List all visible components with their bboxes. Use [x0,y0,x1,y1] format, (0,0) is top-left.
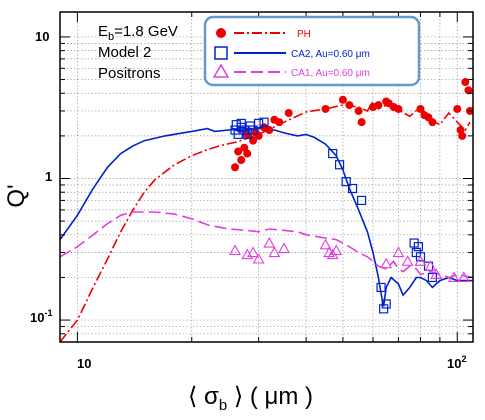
data-point-ca1 [229,244,241,256]
data-point-ph [464,86,473,95]
data-point-ca1 [448,271,460,283]
legend-label-ca1: CA1, Au=0.60 μm [291,68,370,79]
data-point-ph [254,131,263,140]
data-point-ca1 [457,271,470,283]
annotation-e-rest: =1.8 GeV [114,23,178,40]
annotation-model: Model 2 [98,44,151,61]
data-point-ca2 [328,148,338,159]
data-point-ph [284,109,293,118]
data-point-ph [354,106,363,115]
legend-marker-ca2 [214,46,228,60]
annotation-e: E [98,23,108,40]
legend-marker-ca1 [212,63,230,78]
data-point-ca2 [334,160,345,170]
data-point-ca2 [248,125,258,135]
y-tick-label-0.1: 10-1 [30,308,52,325]
data-point-ph [394,104,403,113]
legend-label-ph: PH [297,29,311,40]
data-point-ca1 [278,242,291,254]
y-axis-title-prime: ' [3,184,30,189]
data-point-ca2 [236,118,246,129]
x-axis-title: ⟨ σb ⟩ ( μm ) [188,383,313,414]
data-point-ph [428,118,437,127]
data-point-ph [265,126,274,135]
data-point-ca1 [424,260,437,271]
series-markers [229,78,473,314]
annotation-e-sub: b [108,31,114,43]
data-point-ca1 [268,246,281,258]
data-point-ca2 [413,242,423,252]
data-point-ph [416,104,425,113]
data-point-ca1 [319,238,332,250]
data-point-ca2 [376,282,386,293]
data-point-ca2 [259,117,269,127]
legend-label-ca2: CA2, Au=0.60 μm [291,49,370,60]
data-point-ca1 [247,246,259,258]
data-point-ca2 [415,252,426,262]
data-point-ca1 [380,257,393,269]
data-point-ca2 [379,304,389,314]
series-line-1 [60,127,473,307]
data-point-ca1 [330,244,343,256]
data-point-ca2 [357,195,367,206]
data-point-ca2 [381,299,391,309]
data-point-ca2 [231,120,241,130]
x-tick-label-100-exponent: 2 [461,354,466,364]
data-point-ph [458,131,467,140]
data-point-ca1 [401,255,414,266]
data-point-ca2 [254,118,264,129]
data-point-ca1 [252,252,265,264]
y-tick-label-0.1-base: 10 [30,310,44,325]
y-axis-title: Q' [3,184,30,207]
data-point-ph [345,101,354,110]
data-point-ca2 [347,183,358,194]
data-point-ca1 [263,236,276,248]
data-point-ph [243,149,252,158]
data-point-ph [461,78,470,87]
data-point-ca1 [430,268,443,280]
data-point-ca2 [341,177,351,187]
series-line-0 [60,100,471,342]
legend: PH CA2, Au=0.60 μm CA1, Au=0.60 μm [203,15,421,87]
y-axis-title-main: Q [3,189,30,208]
x-tick-label-100-base: 10 [447,356,461,371]
data-point-ph [234,147,243,156]
data-point-ca1 [392,246,405,258]
x-axis-title-sub: b [219,397,227,414]
data-point-ph [453,104,462,113]
data-point-ph [374,101,383,110]
data-point-ph [231,163,240,172]
legend-marker-ph [216,28,226,38]
x-axis-title-left: ⟨ σ [188,383,219,410]
data-point-ph [338,95,347,104]
data-point-ph [357,118,366,127]
y-tick-label-0.1-exponent: -1 [44,308,52,318]
x-tick-label-10: 10 [77,356,91,371]
data-point-ca1 [414,255,427,266]
y-tick-label-1: 1 [45,169,52,184]
annotation-beam-energy: Eb=1.8 GeV [98,23,178,43]
y-tick-label-10: 10 [35,29,49,44]
data-point-ph [321,104,330,113]
x-axis-title-right: ⟩ ( μm ) [227,383,313,410]
x-tick-label-100: 102 [447,354,466,371]
series-line-2 [60,211,473,279]
plot-frame [59,11,474,343]
axis-ticks [59,12,473,343]
data-point-ph [237,156,246,165]
data-point-ca2 [427,272,437,283]
series-curves [60,100,473,342]
data-point-ph [275,118,284,127]
annotation-particle: Positrons [98,65,161,82]
